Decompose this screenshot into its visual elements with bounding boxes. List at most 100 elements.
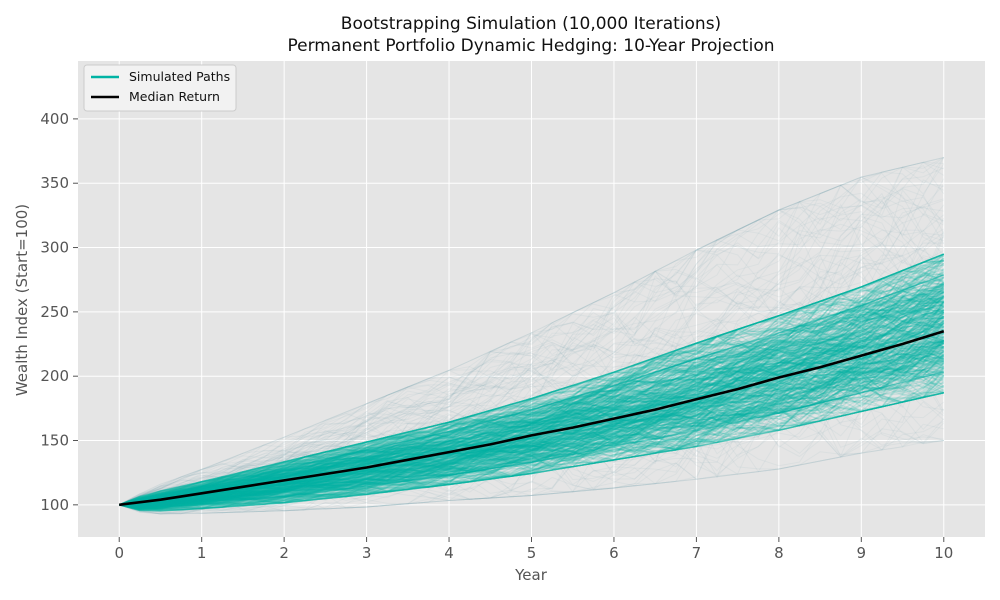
simulated-path	[119, 349, 945, 508]
simulated-path	[119, 275, 944, 506]
x-tick-label: 10	[934, 544, 953, 562]
simulated-path	[119, 275, 944, 506]
simulated-path	[119, 313, 945, 506]
simulated-path	[119, 319, 945, 507]
simulated-path	[119, 325, 945, 509]
simulated-path	[118, 260, 944, 506]
simulated-path	[119, 253, 945, 506]
simulated-path	[119, 343, 945, 509]
simulated-path	[119, 271, 945, 506]
simulated-path	[119, 337, 945, 506]
simulated-path	[119, 259, 944, 506]
simulated-path	[119, 332, 944, 508]
simulated-path-tail	[119, 264, 945, 506]
simulated-path	[119, 278, 944, 506]
simulated-path	[119, 343, 944, 508]
simulated-path	[119, 374, 945, 506]
simulated-path	[119, 334, 945, 507]
simulated-path	[119, 345, 945, 509]
simulated-path-tail	[119, 184, 945, 506]
simulated-path	[119, 307, 944, 506]
simulated-path	[119, 374, 945, 512]
simulated-path-tail	[119, 284, 944, 506]
simulated-path	[119, 350, 945, 509]
simulated-path	[119, 353, 945, 506]
simulated-path	[118, 253, 945, 506]
simulated-path-tail	[119, 347, 945, 506]
simulated-path	[119, 338, 944, 506]
simulated-path	[119, 338, 944, 506]
y-tick-label: 400	[40, 110, 69, 128]
simulated-path-tail	[118, 161, 944, 506]
simulated-path-tail	[119, 198, 944, 506]
simulated-path	[119, 270, 945, 506]
simulated-path	[119, 384, 944, 510]
simulated-path-tail	[119, 235, 945, 506]
simulated-path	[119, 371, 944, 509]
simulated-path-tail	[119, 385, 945, 509]
simulated-path	[119, 322, 945, 506]
simulated-path	[119, 382, 944, 510]
simulated-path	[119, 392, 944, 510]
simulated-path	[119, 369, 945, 506]
simulated-path	[119, 282, 945, 506]
simulated-path	[119, 259, 945, 506]
simulated-path-tail	[119, 188, 945, 506]
x-tick-label: 2	[279, 544, 289, 562]
simulated-path-tail	[119, 261, 945, 508]
simulated-path-tail	[119, 366, 944, 510]
simulated-path-tail	[119, 192, 944, 506]
simulated-path-tail	[119, 332, 945, 506]
simulated-path	[119, 386, 944, 511]
simulated-path	[119, 311, 944, 506]
simulated-path	[119, 309, 945, 506]
simulated-path	[119, 332, 945, 507]
simulated-path	[119, 345, 945, 506]
simulated-path	[119, 297, 944, 507]
simulated-path	[119, 362, 945, 507]
simulated-path	[119, 272, 945, 506]
simulated-path	[118, 257, 945, 506]
simulated-path-tail	[119, 321, 944, 508]
simulated-path	[119, 340, 945, 509]
simulated-path	[119, 276, 945, 506]
simulated-path	[119, 333, 944, 506]
simulated-path	[119, 298, 944, 506]
simulated-path	[119, 253, 945, 506]
simulated-path	[119, 327, 945, 508]
simulated-path-tail	[119, 344, 944, 506]
simulated-path	[119, 255, 945, 506]
simulated-path	[119, 328, 944, 507]
simulated-path	[119, 338, 944, 510]
simulated-path-tail	[119, 219, 945, 506]
simulated-path	[119, 362, 945, 506]
simulated-path-tail	[119, 355, 945, 514]
simulated-path-tail	[119, 362, 944, 506]
simulated-path	[119, 339, 945, 511]
simulated-path-tail	[119, 157, 944, 506]
simulated-path-tail	[119, 279, 945, 506]
simulated-path-tail	[119, 285, 944, 515]
simulated-path	[119, 371, 945, 512]
simulated-path	[119, 264, 945, 506]
simulated-path-tail	[119, 246, 945, 506]
simulated-path	[119, 348, 945, 510]
simulated-path	[119, 338, 945, 506]
simulated-path	[119, 302, 945, 506]
simulated-path	[119, 325, 944, 506]
simulated-path-tail	[119, 363, 945, 511]
simulated-path	[119, 289, 945, 506]
simulated-path-tail	[118, 213, 944, 506]
simulated-path	[119, 329, 945, 507]
simulated-path	[119, 340, 945, 506]
simulated-path	[119, 353, 945, 507]
simulated-path-tail	[119, 232, 944, 506]
simulated-path	[119, 253, 945, 506]
simulated-path	[119, 290, 945, 506]
simulated-path	[119, 343, 945, 510]
simulated-path	[119, 385, 945, 510]
simulated-path-tail	[119, 167, 944, 506]
simulated-path	[119, 339, 945, 511]
simulated-path	[119, 253, 945, 506]
simulated-path	[119, 309, 944, 506]
